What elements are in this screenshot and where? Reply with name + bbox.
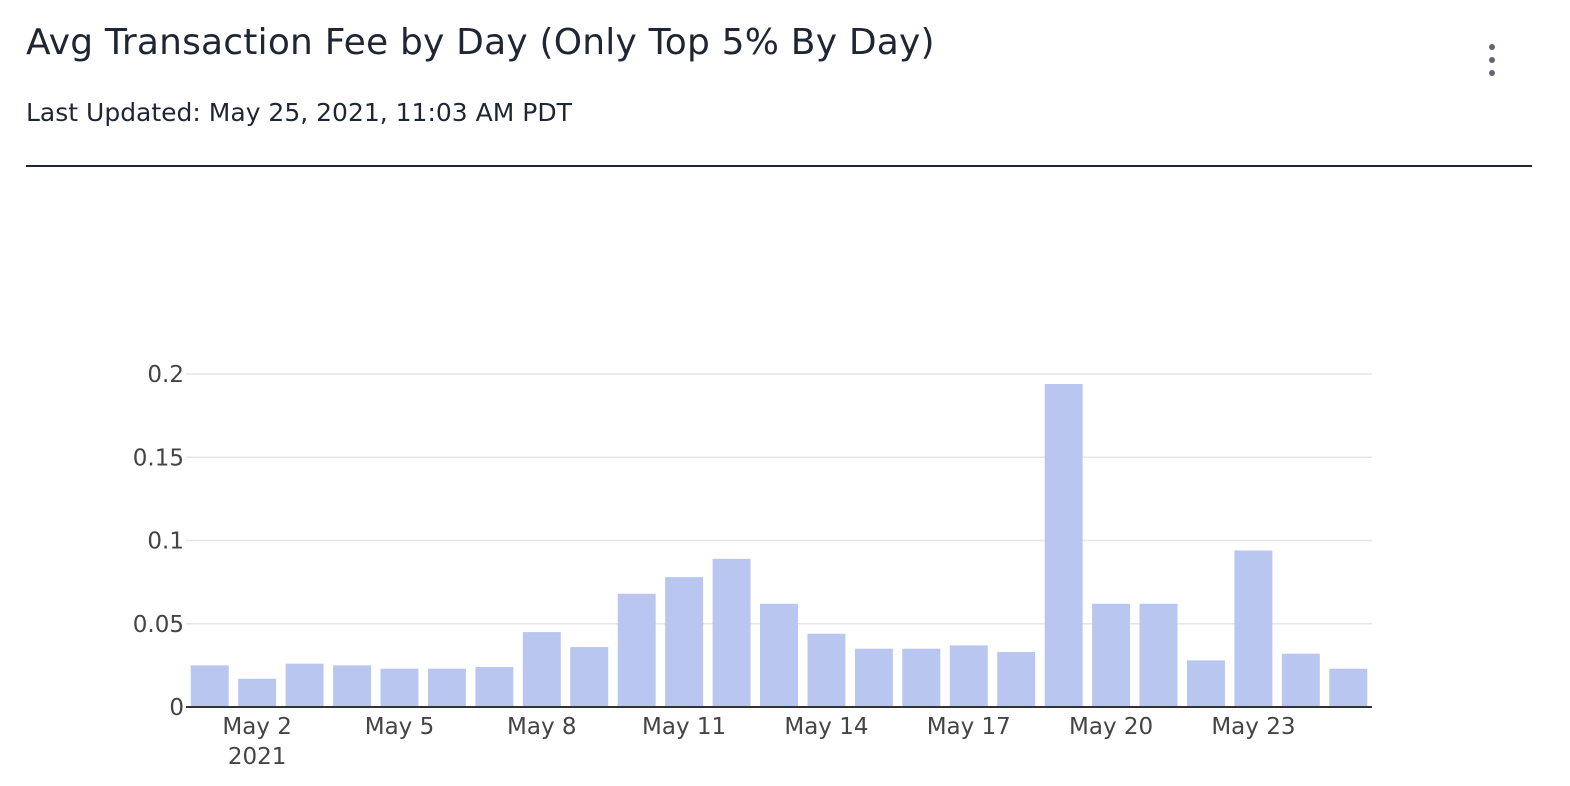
bar[interactable]: May 3: 0.026 bbox=[285, 663, 324, 707]
bar[interactable]: May 5: 0.023 bbox=[380, 668, 419, 707]
bar[interactable]: May 23: 0.094 bbox=[1234, 550, 1273, 707]
bar[interactable]: May 12: 0.089 bbox=[712, 558, 751, 707]
bar[interactable]: May 25: 0.023 bbox=[1329, 668, 1368, 707]
bar[interactable]: May 14: 0.044 bbox=[807, 633, 846, 707]
bar[interactable]: May 13: 0.062 bbox=[760, 603, 798, 707]
chart-title: Avg Transaction Fee by Day (Only Top 5% … bbox=[26, 22, 935, 63]
x-tick-label: May 23 bbox=[1211, 714, 1295, 740]
x-tick-label: May 5 bbox=[365, 714, 435, 740]
bar[interactable]: May 7: 0.024 bbox=[475, 667, 514, 707]
bar[interactable]: May 11: 0.078 bbox=[665, 577, 704, 707]
y-tick-label: 0.05 bbox=[133, 612, 184, 638]
x-tick-label: May 17 bbox=[927, 714, 1011, 740]
bar[interactable]: May 6: 0.023 bbox=[427, 668, 466, 707]
y-tick-label: 0.1 bbox=[147, 529, 184, 555]
menu-dot bbox=[1489, 70, 1495, 76]
bar[interactable]: May 21: 0.062 bbox=[1139, 603, 1178, 707]
bar[interactable]: May 19: 0.194 bbox=[1044, 383, 1083, 707]
bar[interactable]: May 2: 0.017 bbox=[238, 678, 277, 707]
bar[interactable]: May 24: 0.032 bbox=[1281, 653, 1320, 707]
bar[interactable]: May 22: 0.028 bbox=[1186, 660, 1225, 707]
menu-dot bbox=[1489, 57, 1495, 63]
y-tick-label: 0 bbox=[169, 695, 184, 721]
bar[interactable]: May 10: 0.068 bbox=[617, 593, 656, 707]
x-tick-label: May 20 bbox=[1069, 714, 1153, 740]
bar[interactable]: May 15: 0.035 bbox=[854, 648, 893, 707]
header-divider bbox=[26, 165, 1532, 167]
grid-layer bbox=[186, 373, 1372, 625]
x-tick-label: May 2 bbox=[222, 714, 292, 740]
x-tick-sublabel: 2021 bbox=[228, 744, 287, 770]
bar[interactable]: May 4: 0.025 bbox=[333, 665, 372, 707]
more-vertical-icon[interactable] bbox=[1474, 38, 1510, 82]
bar[interactable]: May 16: 0.035 bbox=[902, 648, 941, 707]
x-tick-label: May 14 bbox=[784, 714, 868, 740]
bar[interactable]: May 20: 0.062 bbox=[1092, 603, 1131, 707]
y-tick-label: 0.15 bbox=[133, 445, 184, 471]
bar[interactable]: May 8: 0.045 bbox=[522, 632, 561, 707]
last-updated-text: Last Updated: May 25, 2021, 11:03 AM PDT bbox=[26, 98, 572, 127]
bar[interactable]: May 17: 0.037 bbox=[949, 645, 988, 707]
x-tick-label: May 11 bbox=[642, 714, 726, 740]
x-tick-label: May 8 bbox=[507, 714, 577, 740]
bar[interactable]: May 9: 0.036 bbox=[570, 647, 609, 707]
bar[interactable]: May 18: 0.033 bbox=[997, 652, 1036, 707]
y-tick-label: 0.2 bbox=[147, 362, 184, 388]
axis-layer: 0 0.05 0.1 0.15 0.2 May 2 2021 May 5 May 8 May 11… bbox=[133, 362, 1372, 770]
bar-layer: May 1: 0.025May 2: 0.017May 3: 0.026May … bbox=[190, 383, 1368, 707]
menu-dot bbox=[1489, 44, 1495, 50]
bar[interactable]: May 1: 0.025 bbox=[190, 665, 229, 707]
